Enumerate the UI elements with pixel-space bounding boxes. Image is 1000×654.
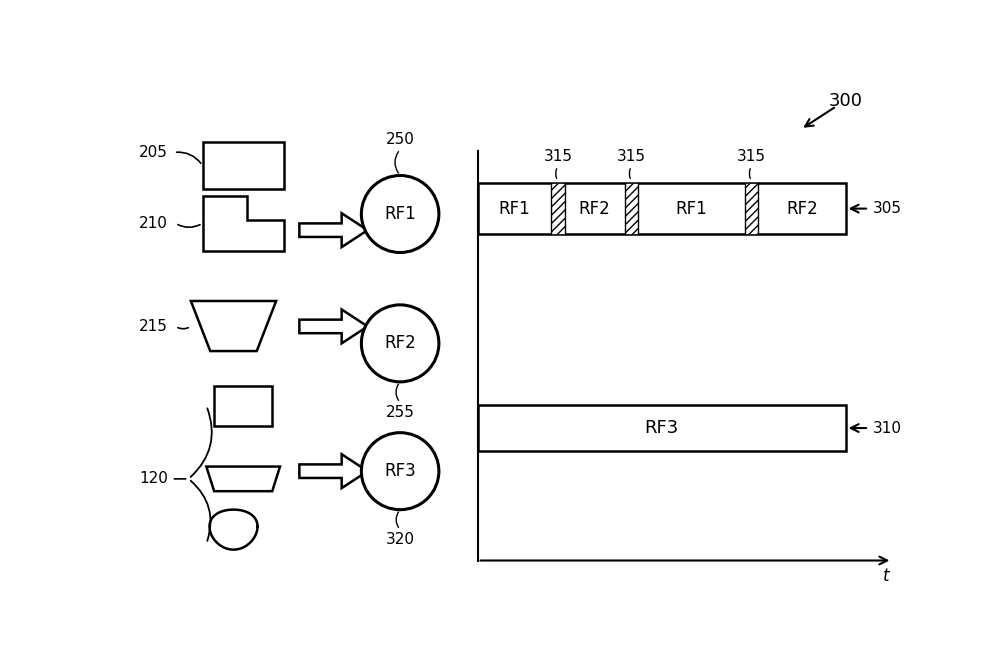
Ellipse shape	[361, 305, 439, 382]
Ellipse shape	[361, 175, 439, 252]
Bar	[551, 183, 565, 234]
Text: RF2: RF2	[579, 199, 611, 218]
Text: 315: 315	[543, 149, 572, 164]
Text: 205: 205	[139, 145, 168, 160]
Text: RF3: RF3	[645, 419, 679, 437]
Text: 120: 120	[139, 472, 168, 487]
Text: 255: 255	[386, 405, 415, 420]
Bar	[745, 183, 758, 234]
Polygon shape	[299, 309, 368, 343]
Text: t: t	[883, 567, 889, 585]
Text: 250: 250	[386, 132, 415, 147]
Text: 310: 310	[873, 421, 902, 436]
Bar	[478, 183, 846, 234]
Text: RF1: RF1	[676, 199, 707, 218]
Bar	[625, 183, 638, 234]
Text: RF2: RF2	[786, 199, 818, 218]
Text: RF1: RF1	[384, 205, 416, 223]
Text: 215: 215	[139, 319, 168, 334]
Text: 300: 300	[829, 92, 863, 110]
Text: 315: 315	[737, 149, 766, 164]
Polygon shape	[299, 213, 368, 247]
Ellipse shape	[361, 433, 439, 509]
Polygon shape	[299, 455, 368, 488]
Text: 305: 305	[873, 201, 902, 216]
Bar	[478, 405, 846, 451]
Bar	[202, 142, 284, 190]
Text: RF3: RF3	[384, 462, 416, 480]
Text: 320: 320	[386, 532, 415, 547]
Text: RF2: RF2	[384, 334, 416, 353]
Text: 315: 315	[617, 149, 646, 164]
Text: 210: 210	[139, 216, 168, 231]
Bar	[214, 386, 272, 426]
Text: RF1: RF1	[499, 199, 530, 218]
